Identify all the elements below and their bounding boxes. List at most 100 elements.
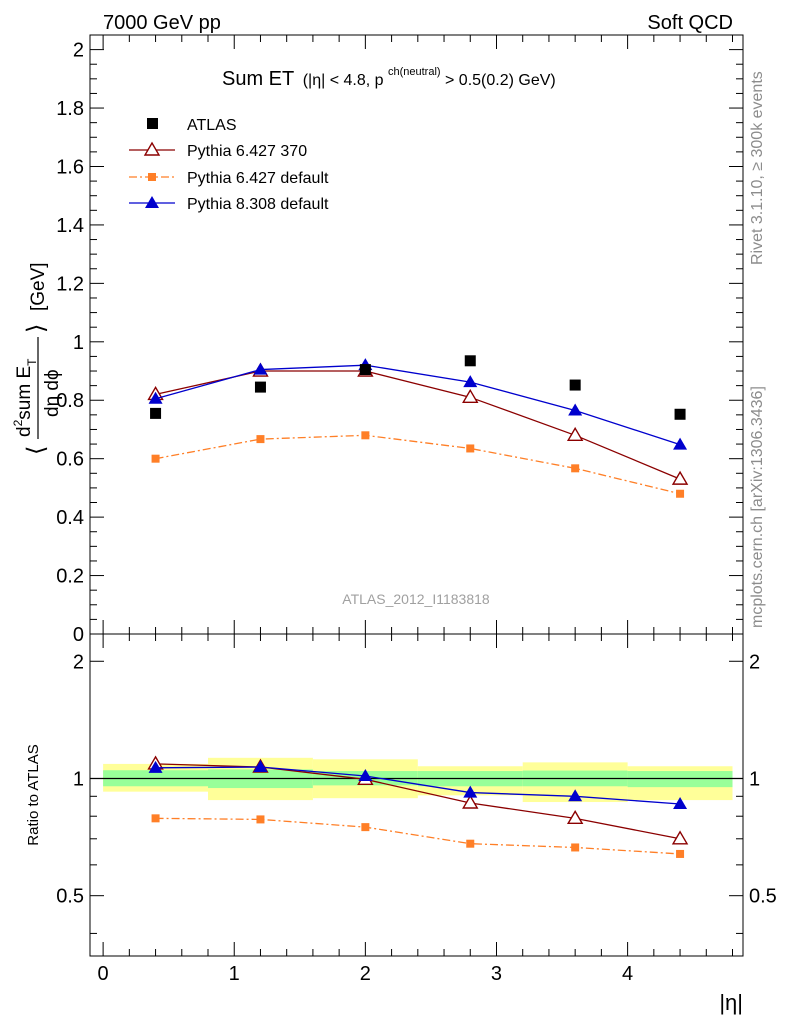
legend-marker-py6-370 [143, 141, 161, 156]
main-point-pythia-6-427-370 [671, 470, 689, 485]
main-point-pythia-6-427-default [256, 435, 265, 444]
main-y-tick-label: 1.8 [56, 98, 84, 120]
ylabel-denominator: dη dϕ [42, 369, 63, 417]
ylabel-bracket-right: ⟩ [23, 324, 50, 333]
legend-entry-py6-default: Pythia 6.427 default [129, 170, 329, 187]
ratio-bands [103, 757, 733, 803]
x-axis-label: |η| [719, 990, 743, 1015]
ratio-point-pythia-6-427-370 [462, 794, 479, 809]
analysis-watermark: ATLAS_2012_I1183818 [342, 591, 490, 607]
main-point-atlas [464, 355, 476, 367]
main-y-tick-label: 1.4 [56, 215, 84, 237]
ratio-line-pythia-6-427-370 [155, 763, 681, 840]
main-point-pythia-8-308-default [148, 391, 163, 404]
rivet-label: Rivet 3.1.10, ≥ 300k events [749, 71, 766, 265]
main-y-tick-label: 0.6 [56, 449, 84, 471]
main-point-pythia-6-427-default [361, 431, 370, 440]
main-point-pythia-6-427-default [466, 444, 475, 453]
title-cut-sup: ch(neutral) [388, 66, 441, 78]
main-point-pythia-6-427-370 [566, 426, 584, 442]
main-line-pythia-6-427-370 [155, 370, 681, 480]
main-point-pythia-8-308-default [253, 362, 268, 375]
ratio-y-tick-label: 2 [73, 651, 84, 673]
main-point-atlas [569, 379, 581, 391]
ratio-series [147, 755, 689, 858]
x-tick-label: 2 [360, 963, 371, 985]
main-y-tick-label: 0.4 [56, 507, 84, 529]
title-main: Sum ET [222, 68, 294, 90]
ratio-ticks [90, 634, 743, 956]
main-point-atlas [150, 407, 162, 419]
main-line-pythia-6-427-default [155, 434, 681, 495]
legend-label-atlas: ATLAS [187, 117, 237, 134]
ylabel-unit: [GeV] [28, 262, 49, 311]
header-right: Soft QCD [647, 12, 733, 34]
legend: ATLAS Pythia 6.427 370 Pythia 6.427 defa… [129, 117, 329, 213]
main-y-tick-label: 0 [73, 624, 84, 646]
ylabel-numerator: d2sum ET [11, 358, 39, 437]
legend-entry-py8-default: Pythia 8.308 default [129, 196, 329, 213]
legend-label-py8-default: Pythia 8.308 default [187, 196, 329, 213]
legend-marker-py6-default [148, 173, 156, 181]
title-cut-a: (|η| < 4.8, p [303, 72, 384, 89]
main-panel: 0 0.2 0.4 0.6 0.8 1 1.2 1.4 1.6 1.8 2 Sum ET (|η| … [11, 34, 744, 646]
ratio-point-pythia-6-427-370 [566, 809, 584, 825]
legend-label-py6-default: Pythia 6.427 default [187, 170, 329, 187]
ratio-y-axis-label: Ratio to ATLAS [25, 744, 42, 845]
x-tick-label: 1 [229, 963, 240, 985]
ylabel-bracket-left: ⟨ [23, 446, 50, 455]
legend-entry-py6-370: Pythia 6.427 370 [129, 141, 307, 160]
main-y-tick-labels: 0 0.2 0.4 0.6 0.8 1 1.2 1.4 1.6 1.8 2 [56, 40, 84, 646]
ratio-line-pythia-8-308-default [155, 766, 681, 805]
main-point-atlas [674, 408, 686, 420]
main-point-pythia-8-308-default [463, 375, 478, 388]
main-point-pythia-6-427-370 [462, 388, 479, 404]
ratio-frame [89, 633, 744, 957]
ratio-y-tick-label-right: 2 [749, 651, 760, 673]
main-point-pythia-8-308-default [673, 437, 688, 450]
ratio-y-tick-label: 0.5 [56, 886, 84, 908]
ratio-y-tick-label: 1 [73, 768, 84, 790]
ylabel-num-d: d [14, 426, 35, 437]
main-point-atlas [359, 364, 371, 376]
legend-marker-atlas [147, 118, 158, 129]
x-tick-label: 3 [491, 963, 502, 985]
main-point-pythia-8-308-default [568, 403, 583, 416]
main-y-tick-label: 1.2 [56, 273, 84, 295]
ratio-point-pythia-8-308-default [358, 768, 373, 781]
main-line-pythia-8-308-default [155, 364, 681, 446]
main-y-tick-label: 2 [73, 40, 84, 62]
ylabel-num-sup: 2 [11, 419, 25, 426]
ylabel-num-text: sum E [14, 366, 35, 420]
header-left: 7000 GeV pp [103, 12, 221, 34]
main-y-axis-label: ⟨ d2sum ET dη dϕ ⟩ [GeV] [11, 262, 63, 455]
main-y-tick-label: 0.2 [56, 566, 84, 588]
main-point-pythia-6-427-default [151, 454, 160, 463]
x-tick-label: 4 [622, 963, 633, 985]
legend-marker-py8-default [145, 196, 159, 208]
ratio-line-pythia-6-427-default [155, 817, 681, 855]
ratio-point-pythia-8-308-default [673, 796, 688, 809]
ratio-point-pythia-8-308-default [568, 789, 583, 802]
chart-title: Sum ET (|η| < 4.8, p ch(neutral) > 0.5(0… [222, 62, 556, 90]
legend-label-py6-370: Pythia 6.427 370 [187, 143, 307, 160]
main-point-pythia-6-427-default [676, 489, 685, 498]
ratio-point-pythia-8-308-default [148, 760, 163, 773]
main-y-tick-label: 1 [73, 332, 84, 354]
x-tick-label: 0 [98, 963, 109, 985]
ratio-point-pythia-6-427-default [571, 843, 580, 852]
mcplots-label: mcplots.cern.ch [arXiv:1306.3436] [749, 386, 766, 628]
ratio-panel: 0.5 0.5 1 1 2 2 0 1 2 3 4 Ratio to ATLAS [25, 633, 777, 985]
ratio-point-pythia-6-427-default [256, 815, 265, 824]
main-point-pythia-6-427-default [571, 464, 580, 473]
main-point-atlas [254, 381, 266, 393]
ratio-y-tick-label-right: 0.5 [749, 886, 777, 908]
ratio-x-tick-labels: 0 1 2 3 4 [98, 963, 634, 985]
ratio-y-tick-labels: 0.5 0.5 1 1 2 2 [56, 651, 777, 907]
ratio-y-tick-label-right: 1 [749, 768, 760, 790]
ratio-point-pythia-6-427-default [676, 849, 685, 858]
ylabel-num-sub: T [25, 358, 39, 366]
legend-entry-atlas: ATLAS [147, 117, 237, 134]
main-y-tick-label: 0.8 [56, 390, 84, 412]
